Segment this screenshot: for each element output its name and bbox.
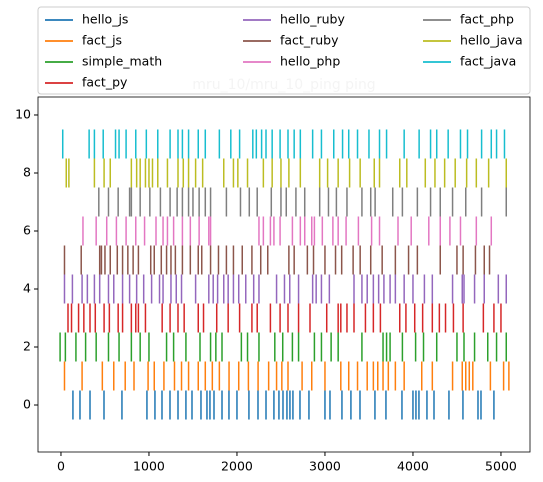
legend-label: hello_js [82,12,128,27]
x-tick-label: 1000 [133,459,165,474]
x-tick-label: 2000 [221,459,253,474]
legend-label: fact_py [82,75,128,90]
x-tick-label: 4000 [397,459,429,474]
x-tick-label: 5000 [485,459,517,474]
legend-label: fact_ruby [280,33,339,48]
x-tick-label: 0 [57,459,65,474]
x-tick-label: 3000 [309,459,341,474]
legend-label: fact_java [460,54,516,69]
legend-box [37,6,531,95]
legend-label: hello_ruby [280,12,345,27]
legend-label: fact_js [82,33,122,48]
y-tick-label: 10 [15,106,31,121]
legend-label: simple_math [82,54,162,69]
legend: hello_js fact_js simple_math fact_py hello_r… [37,6,531,95]
y-tick-label: 2 [23,339,31,354]
y-tick-label: 6 [23,222,31,237]
y-tick-label: 0 [23,397,31,412]
plot-frame [37,96,531,453]
legend-label: fact_php [460,12,514,27]
y-tick-label: 8 [23,164,31,179]
y-tick-label: 4 [23,281,31,296]
legend-label: hello_java [460,33,523,48]
legend-label: hello_php [280,54,340,69]
